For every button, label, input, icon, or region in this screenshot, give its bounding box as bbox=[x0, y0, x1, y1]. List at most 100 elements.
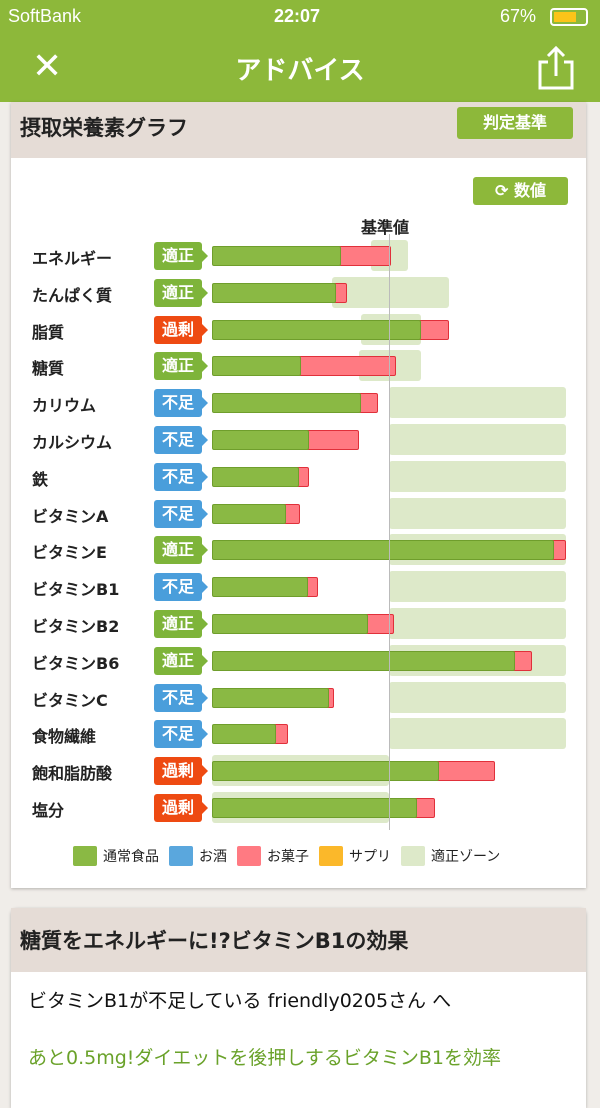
status-badge: 適正 bbox=[154, 536, 208, 565]
judge-criteria-button[interactable]: 判定基準 bbox=[457, 107, 573, 139]
article-card: 糖質をエネルギーに!?ビタミンB1の効果 ビタミンB1が不足している frien… bbox=[11, 908, 586, 1108]
bar-snack bbox=[511, 650, 533, 671]
bar-regular-food bbox=[212, 356, 301, 377]
nutrient-row: 飽和脂肪酸 過剰 bbox=[11, 752, 586, 789]
legend-swatch bbox=[237, 846, 261, 866]
number-toggle-button[interactable]: ⟳ 数値 bbox=[473, 177, 568, 205]
status-badge: 不足 bbox=[154, 499, 208, 528]
bar-regular-food bbox=[212, 393, 361, 414]
legend-item: 通常食品 bbox=[73, 846, 159, 866]
status-badge: 不足 bbox=[154, 389, 208, 418]
nutrient-name: ビタミンB1 bbox=[32, 580, 120, 600]
nutrient-row: ビタミンB6 適正 bbox=[11, 642, 586, 679]
number-label: 数値 bbox=[513, 181, 546, 200]
status-badge: 不足 bbox=[154, 462, 208, 491]
legend-label: お菓子 bbox=[267, 849, 309, 865]
legend-swatch bbox=[401, 846, 425, 866]
greeting: ビタミンB1が不足している friendly0205さん へ bbox=[28, 990, 452, 1012]
bar-snack bbox=[297, 356, 397, 377]
reference-label: 基準値 bbox=[361, 218, 410, 237]
status-badge: 過剰 bbox=[154, 315, 208, 344]
bar-regular-food bbox=[212, 687, 329, 708]
optimal-zone bbox=[389, 387, 566, 419]
legend-label: お酒 bbox=[199, 849, 227, 865]
optimal-zone bbox=[389, 681, 566, 713]
optimal-zone bbox=[389, 608, 566, 639]
bar-regular-food bbox=[212, 577, 308, 598]
nav-bar: ✕ アドバイス bbox=[0, 34, 600, 102]
article-title: 糖質をエネルギーに!?ビタミンB1の効果 bbox=[20, 929, 409, 953]
legend-item: サプリ bbox=[319, 846, 391, 866]
nutrient-row: カリウム 不足 bbox=[11, 384, 586, 421]
nutrient-row: ビタミンA 不足 bbox=[11, 495, 586, 532]
nutrient-row: たんぱく質 適正 bbox=[11, 274, 586, 311]
nutrient-row: カルシウム 不足 bbox=[11, 421, 586, 458]
bar-regular-food bbox=[212, 614, 368, 634]
legend-item: 適正ゾーン bbox=[401, 846, 500, 866]
page-title: アドバイス bbox=[235, 56, 365, 86]
nutrient-row: 脂質 過剰 bbox=[11, 311, 586, 348]
bar-regular-food bbox=[212, 246, 342, 266]
clock: 22:07 bbox=[274, 6, 321, 26]
share-icon[interactable] bbox=[536, 46, 576, 90]
graph-title: 摂取栄養素グラフ bbox=[20, 116, 188, 140]
nutrient-name: 塩分 bbox=[32, 801, 65, 820]
bar-regular-food bbox=[212, 761, 439, 782]
status-badge: 不足 bbox=[154, 573, 208, 602]
optimal-zone bbox=[389, 460, 566, 492]
optimal-zone bbox=[389, 497, 566, 529]
bar-snack bbox=[306, 430, 359, 450]
bar-regular-food bbox=[212, 650, 515, 671]
status-badge: 適正 bbox=[154, 646, 208, 675]
legend-item: お菓子 bbox=[237, 846, 309, 866]
legend-label: 適正ゾーン bbox=[431, 849, 501, 865]
bar-snack bbox=[338, 246, 391, 266]
nutrient-row: 食物繊維 不足 bbox=[11, 715, 586, 752]
carrier: SoftBank bbox=[8, 6, 82, 26]
status-badge: 不足 bbox=[154, 426, 208, 454]
close-icon[interactable]: ✕ bbox=[32, 46, 63, 87]
nutrient-name: ビタミンE bbox=[32, 543, 107, 563]
legend-swatch bbox=[319, 846, 343, 866]
nutrient-name: ビタミンC bbox=[32, 690, 108, 710]
status-badge: 不足 bbox=[154, 720, 208, 749]
nutrient-row: ビタミンE 適正 bbox=[11, 531, 586, 568]
nutrient-name: 鉄 bbox=[32, 469, 49, 489]
legend-label: サプリ bbox=[349, 849, 391, 865]
status-bar: SoftBank 22:07 67% bbox=[0, 0, 600, 34]
optimal-zone bbox=[332, 276, 450, 308]
nutrient-name: ビタミンB2 bbox=[32, 617, 120, 636]
nutrient-name: カルシウム bbox=[32, 433, 113, 452]
legend-swatch bbox=[73, 846, 97, 866]
bar-regular-food bbox=[212, 724, 276, 745]
battery-icon bbox=[550, 8, 588, 26]
bar-regular-food bbox=[212, 282, 336, 303]
nutrient-graph-card: 摂取栄養素グラフ 判定基準 ⟳ 数値 基準値 エネルギー 適正 たんぱく質 適正 脂質過… bbox=[11, 102, 586, 888]
bar-regular-food bbox=[212, 466, 299, 487]
legend-swatch bbox=[169, 846, 193, 866]
nutrient-row: ビタミンB2 適正 bbox=[11, 605, 586, 642]
status-badge: 適正 bbox=[154, 610, 208, 638]
lead-text: あと0.5mg!ダイエットを後押しするビタミンB1を効率 bbox=[28, 1047, 501, 1069]
refresh-icon: ⟳ bbox=[495, 181, 514, 200]
nutrient-row: 塩分 過剰 bbox=[11, 789, 586, 826]
legend-label: 通常食品 bbox=[103, 849, 159, 865]
nutrient-row: 糖質 適正 bbox=[11, 347, 586, 384]
bar-regular-food bbox=[212, 430, 310, 450]
bar-snack bbox=[414, 798, 435, 818]
nutrient-name: エネルギー bbox=[32, 249, 113, 268]
legend: 通常食品 お酒 お菓子 サプリ 適正ゾーン bbox=[73, 846, 500, 866]
status-badge: 適正 bbox=[154, 352, 208, 381]
status-badge: 過剰 bbox=[154, 794, 208, 822]
status-badge: 過剰 bbox=[154, 757, 208, 786]
status-badge: 不足 bbox=[154, 683, 208, 712]
bar-regular-food bbox=[212, 540, 554, 561]
nutrient-name: 糖質 bbox=[32, 359, 65, 379]
nutrient-row: ビタミンB1 不足 bbox=[11, 568, 586, 605]
status-badge: 適正 bbox=[154, 278, 208, 307]
nutrient-row: エネルギー 適正 bbox=[11, 237, 586, 274]
nutrient-name: ビタミンB6 bbox=[32, 653, 120, 673]
nutrient-name: ビタミンA bbox=[32, 506, 109, 526]
nutrient-row: 鉄 不足 bbox=[11, 458, 586, 495]
battery-percent: 67% bbox=[500, 6, 537, 26]
